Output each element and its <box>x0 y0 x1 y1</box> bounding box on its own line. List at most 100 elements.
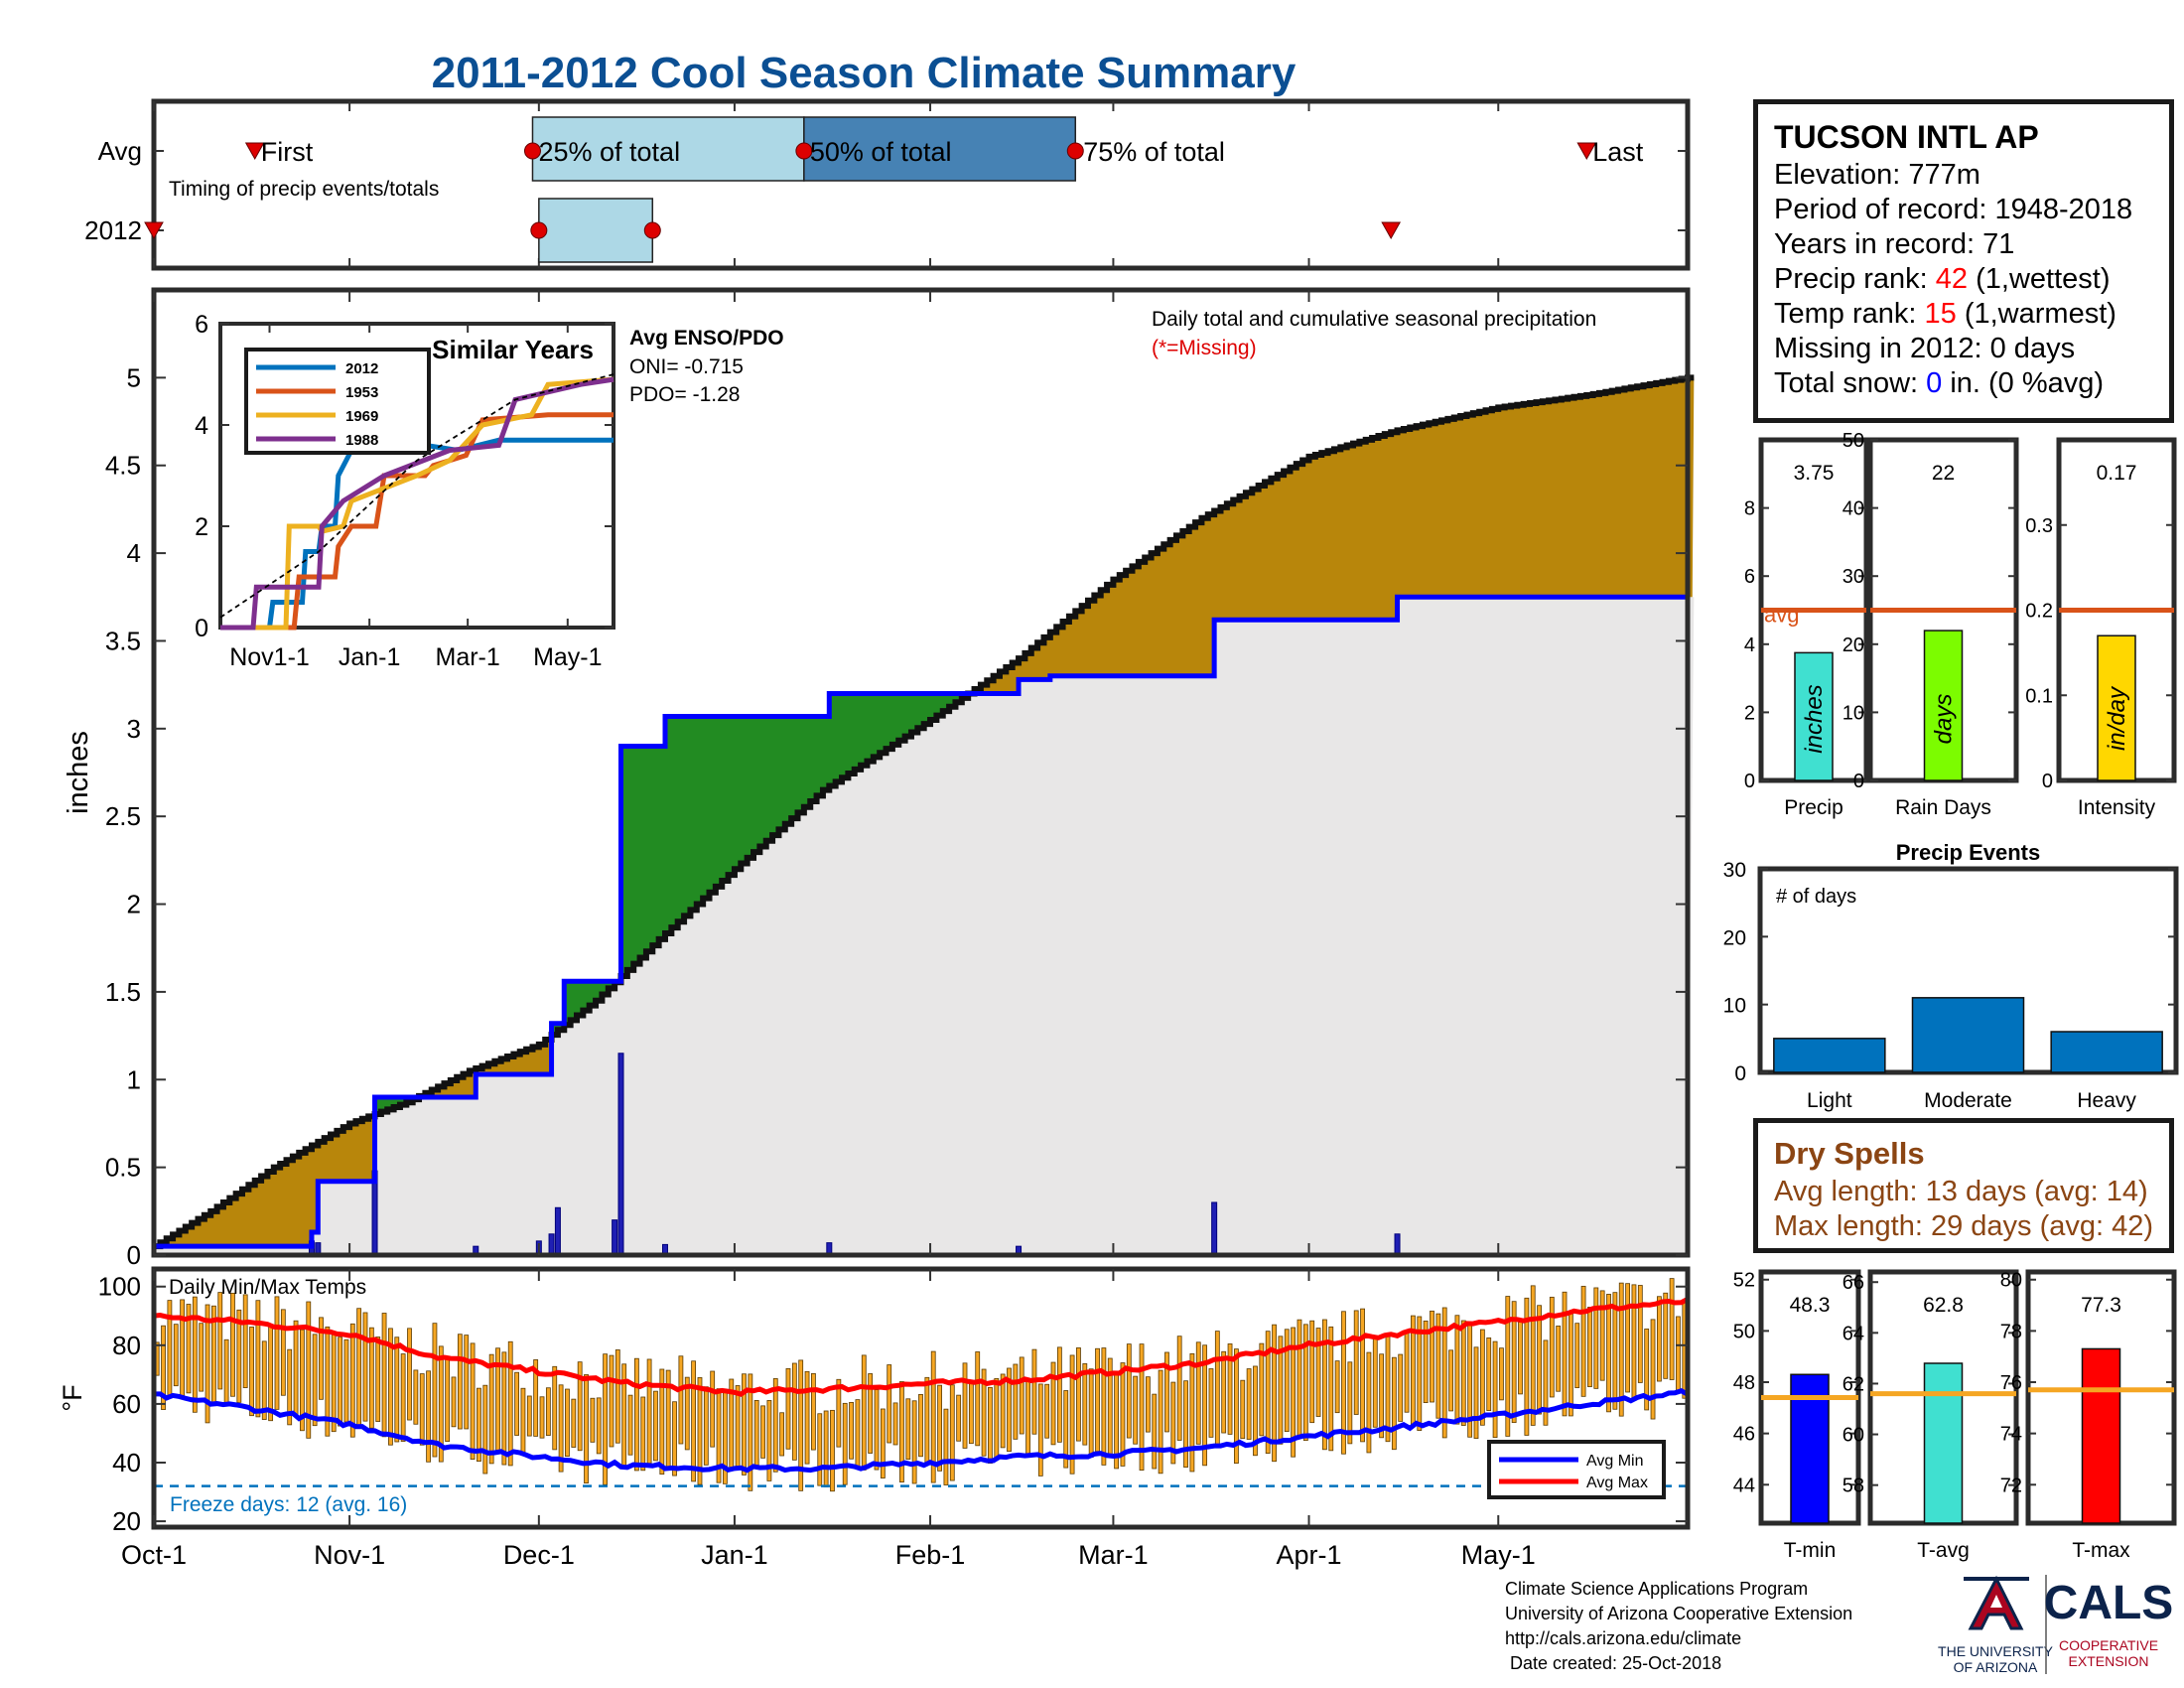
x-tick-label: Jan-1 <box>701 1540 768 1570</box>
daily-temp-bar <box>1347 1361 1353 1445</box>
daily-temp-bar <box>1644 1329 1650 1411</box>
daily-temp-bar <box>552 1365 558 1451</box>
daily-temp-bar <box>192 1296 198 1413</box>
daily-temp-bar <box>596 1397 602 1455</box>
daily-temp-bar <box>186 1304 192 1394</box>
small-y-tick-label: 40 <box>1843 498 1864 520</box>
last-label: Last <box>1592 137 1644 167</box>
daily-temp-bar <box>1537 1305 1542 1415</box>
daily-temp-bar <box>577 1361 583 1452</box>
daily-temp-bar <box>199 1323 205 1392</box>
snow-line: Total snow: 0 in. (0 %avg) <box>1774 366 2169 401</box>
daily-temp-bar <box>539 1396 545 1439</box>
daily-precip-bar <box>548 1233 555 1256</box>
small-x-label-rain_days: Rain Days <box>1895 796 1991 819</box>
dry-spells-avg: Avg length: 13 days (avg: 14) <box>1774 1176 2148 1207</box>
station-info-box: TUCSON INTL AP Elevation: 777m Period of… <box>1753 99 2174 423</box>
avg-label: avg <box>1764 603 1799 628</box>
page-title: 2011-2012 Cool Season Climate Summary <box>432 49 1297 97</box>
daily-temp-bar <box>306 1301 312 1439</box>
inset-x-tick-label: Mar-1 <box>436 643 500 671</box>
daily-temp-bar <box>981 1368 987 1457</box>
daily-temp-bar <box>1549 1296 1555 1398</box>
x-tick-label: Dec-1 <box>503 1540 575 1570</box>
enso-row: ONI= -0.715 <box>629 355 744 378</box>
small-y-tick-label: 8 <box>1744 498 1755 520</box>
percentile-label: 75% of total <box>1083 137 1225 167</box>
above-average-area <box>551 693 975 1036</box>
elevation-label: Elevation: <box>1774 159 1901 191</box>
events-y-tick-label: 30 <box>1723 859 1746 882</box>
daily-temp-bar <box>1505 1296 1511 1437</box>
daily-temp-bar <box>1164 1351 1169 1433</box>
daily-temp-bar <box>1669 1278 1675 1380</box>
percentile-dot <box>530 221 548 239</box>
daily-temp-bar <box>1423 1320 1429 1403</box>
last-event-marker <box>1576 142 1597 161</box>
years-label: Years in record: <box>1774 228 1976 260</box>
daily-temp-bar <box>1341 1311 1346 1455</box>
daily-temp-bar <box>180 1299 186 1397</box>
daily-temp-bar <box>1404 1331 1410 1413</box>
daily-temp-bar <box>785 1367 791 1450</box>
daily-temp-bar <box>571 1398 577 1448</box>
daily-temp-bar <box>1031 1348 1037 1435</box>
daily-precip-bar <box>1394 1233 1401 1256</box>
station-name: TUCSON INTL AP <box>1774 119 2039 155</box>
daily-temp-bar <box>520 1387 526 1456</box>
elevation-line: Elevation: 777m <box>1774 158 2169 193</box>
daily-temp-bar <box>477 1387 481 1463</box>
y-tick-label: 4.5 <box>105 451 141 481</box>
daily-temp-bar <box>691 1360 697 1482</box>
small-y-tick-label: 0.1 <box>2025 685 2053 707</box>
daily-temp-bar <box>962 1362 968 1449</box>
events-y-tick-label: 20 <box>1723 926 1746 949</box>
daily-temp-bar <box>1007 1367 1012 1453</box>
small-x-label-tmax: T-max <box>2072 1539 2130 1562</box>
precip-rank-line: Precip rank: 42 (1,wettest) <box>1774 262 2169 297</box>
inset-x-tick-label: Nov1-1 <box>229 643 310 671</box>
first-event-marker <box>244 142 265 161</box>
daily-temp-bar <box>791 1362 797 1461</box>
plot-frame <box>151 287 1691 1258</box>
daily-temp-bar <box>868 1373 874 1454</box>
daily-temp-bar <box>533 1359 539 1437</box>
small-y-tick-label: 60 <box>1843 1425 1864 1447</box>
side-bar-charts: 024683.75Precipinchesavg0102030405022Rai… <box>1733 430 2177 1562</box>
daily-temp-bar <box>1417 1316 1423 1432</box>
daily-temp-bar <box>331 1334 337 1433</box>
daily-temp-bar <box>1278 1336 1284 1445</box>
daily-temp-bar <box>173 1324 179 1387</box>
daily-temp-bar <box>343 1338 349 1423</box>
daily-temp-bar <box>1315 1328 1321 1417</box>
daily-temp-bar <box>230 1292 235 1397</box>
daily-temp-bar <box>603 1353 608 1485</box>
footer-credits: Climate Science Applications Program Uni… <box>1505 1577 1852 1676</box>
daily-temp-bar <box>1366 1351 1372 1454</box>
daily-precip-bar <box>612 1219 618 1256</box>
daily-temp-bar <box>482 1384 488 1475</box>
footer-line: http://cals.arizona.edu/climate <box>1505 1628 1742 1648</box>
y-tick-label: 4 <box>127 538 141 568</box>
cumulative-2012-line <box>154 594 1688 1249</box>
cals-logo-subtext: COOPERATIVE <box>2059 1637 2158 1653</box>
daily-temp-bar <box>1025 1379 1030 1458</box>
daily-temp-bar <box>949 1384 955 1481</box>
daily-temp-bar <box>1656 1296 1662 1382</box>
daily-temp-bar <box>1063 1390 1069 1469</box>
daily-temp-bar <box>1398 1353 1404 1422</box>
event-category-label: Heavy <box>2077 1089 2136 1112</box>
daily-temp-bar <box>830 1409 835 1492</box>
percentile-dot <box>795 142 813 160</box>
percentile-dot <box>643 221 661 239</box>
daily-temp-bar <box>672 1401 677 1477</box>
daily-temp-bar <box>1259 1342 1265 1437</box>
daily-temp-bar <box>287 1348 293 1426</box>
daily-temp-bar <box>1479 1329 1485 1426</box>
events-y-tick-label: 10 <box>1723 995 1746 1018</box>
small-y-tick-label: 44 <box>1733 1475 1755 1496</box>
daily-temp-bar <box>1133 1375 1139 1445</box>
small-y-tick-label: 20 <box>1843 634 1864 656</box>
small-y-tick-label: 50 <box>1733 1321 1755 1342</box>
timing-row-label: 2012 <box>84 215 142 245</box>
